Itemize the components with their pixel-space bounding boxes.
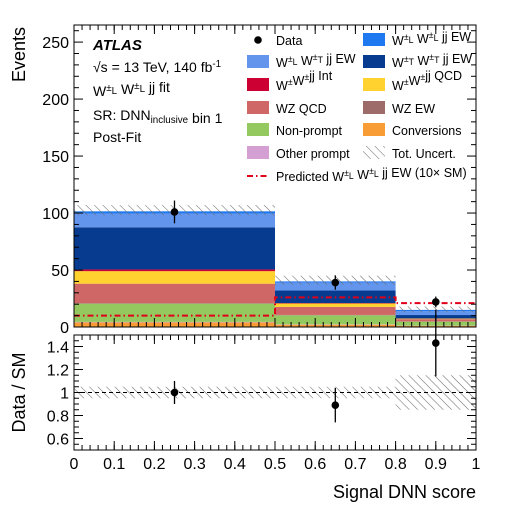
ratio-panel: 0.6 0.8 1 1.2 1.4 0 0.1 0.2 0.3 0.4 0.5 0.6 0.7 0.8 0.… [9,309,481,502]
ratio-xtick-label: 0.1 [103,456,125,473]
stack-bar-4-bin-1 [275,306,396,315]
main-panel: 0 50 100 150 200 250 Events [9,24,477,337]
legend-label-non-prompt: Non-prompt [276,124,343,138]
legend-swatch-other-prompt [247,146,269,159]
ratio-xtick-label: 0.2 [143,456,165,473]
ratio-xtick-label: 0.3 [183,456,205,473]
stack-bar-7-bin-0 [74,227,275,270]
legend-swatch-data [254,36,262,44]
ratio-ytick-label: 0.8 [47,409,69,426]
ratio-xtick-label: 0.9 [425,456,447,473]
main-ytick-label: 100 [42,206,69,223]
ratio-ytick-label: 0.6 [47,432,69,449]
legend-swatch-conversions [363,123,385,136]
ratio-xtick-label: 0.6 [304,456,326,473]
ratio-xtick-label: 0.5 [264,456,286,473]
legend-label-w-l-w-l-jj-ew: W±L W±L jj EW [392,30,471,48]
ratio-xtick-label: 0.8 [384,456,406,473]
ratio-ytick-label: 1.2 [47,363,69,380]
xaxis-title: Signal DNN score [333,482,476,502]
legend-swatch-w-l-w-t-jj-ew [247,55,269,68]
ratio-xtick-label: 0 [70,456,79,473]
legend-label-other-prompt: Other prompt [276,147,350,161]
stack-bar-5-bin-1 [275,303,396,307]
stack-bar-3-bin-0 [74,303,275,304]
stack-bar-0-bin-0 [74,322,275,327]
legend-label-w-w-jj-qcd: W±W±jj QCD [392,69,462,93]
legend-label-w-l-w-t-jj-ew: W±L W±T jj EW [276,52,356,70]
legend-label-conversions: Conversions [392,124,461,138]
energy-label: √s = 13 TeV, 140 fb-1 [93,59,221,75]
stage-label: Post-Fit [93,129,141,145]
legend: Data W±L W±L jj EW W±L W±T jj EW W±T W±T jj… [247,30,472,184]
legend-swatch-wz-qcd [247,101,269,114]
region-label: SR: DNNinclusive bin 1 [93,107,223,126]
annotation-block: ATLAS √s = 13 TeV, 140 fb-1 W±L W±L jj fit… [92,37,223,145]
uncert-band-bin-2 [395,306,476,313]
ratio-xtick-label: 0.4 [224,456,246,473]
stack-bar-4-bin-0 [74,283,275,304]
legend-swatch-tot-uncert [363,146,385,159]
main-ytick-label: 200 [42,92,69,109]
predicted-line [74,296,476,317]
stack-bar-5-bin-0 [74,271,275,284]
stack-bar-6-bin-0 [74,269,275,272]
legend-swatch-w-t-w-t-jj-ew [363,55,385,68]
data-point-1 [331,278,340,287]
stack-bar-2-bin-1 [275,315,396,325]
ratio-uncert-bin-2 [395,375,476,410]
legend-swatch-wz-ew [363,101,385,114]
legend-label-tot-uncert: Tot. Uncert. [392,147,456,161]
main-ytick-label: 150 [42,149,69,166]
legend-label-w-t-w-t-jj-ew: W±T W±T jj EW [392,52,472,70]
data-point-0 [170,208,179,216]
legend-label-wz-ew: WZ EW [392,102,435,116]
ratio-ylabel: Data / SM [9,352,29,432]
legend-label-data: Data [276,34,302,48]
main-ytick-label: 0 [60,320,69,337]
main-ylabel: Events [9,27,29,82]
legend-swatch-non-prompt [247,123,269,136]
main-ytick-label: 50 [51,263,69,280]
ratio-xtick-label: 0.7 [344,456,366,473]
stack-bar-2-bin-0 [74,303,275,322]
legend-swatch-w-w-jj-int [247,78,269,91]
legend-label-wz-qcd: WZ QCD [276,102,327,116]
main-ytick-label: 250 [42,35,69,52]
legend-label-predicted: Predicted W±L W±L jj EW (10× SM) [276,166,467,184]
legend-swatch-w-l-w-l-jj-ew [363,33,385,46]
stack-bar-0-bin-1 [275,324,396,327]
data-point-2 [432,298,440,306]
legend-label-w-w-jj-int: W±W±jj Int [276,69,333,93]
ratio-point-1 [331,401,340,409]
ratio-ytick-label: 1 [60,386,69,403]
legend-swatch-w-w-jj-qcd [363,78,385,91]
ratio-point-0 [170,388,179,397]
ratio-xtick-label: 1 [472,456,481,473]
ratio-ytick-label: 1.4 [47,340,69,357]
fit-label: W±L W±L jj fit [93,79,170,99]
stack-bar-1-bin-0 [74,321,275,323]
atlas-label: ATLAS [92,37,142,54]
